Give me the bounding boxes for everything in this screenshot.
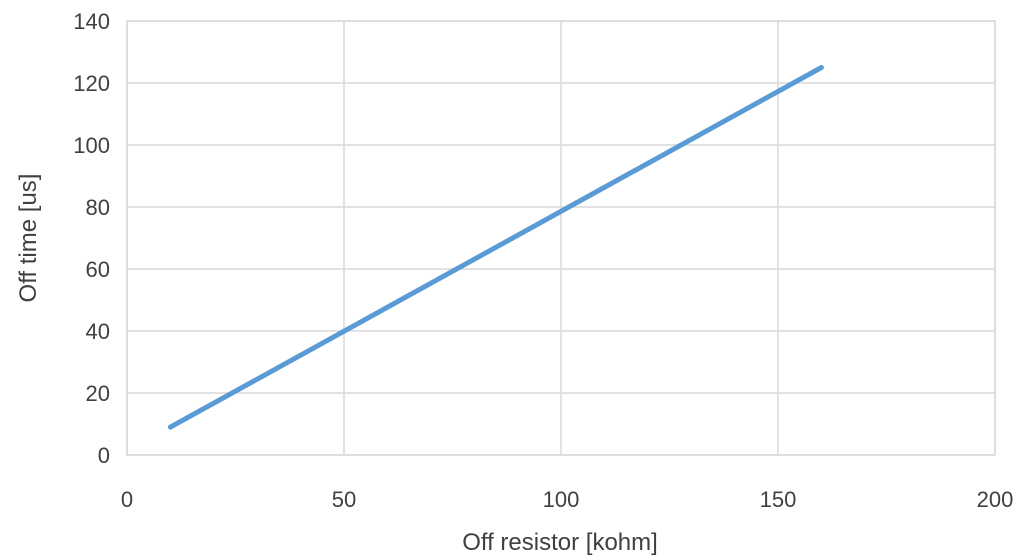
series-layer bbox=[167, 65, 824, 430]
x-tick-label-100: 100 bbox=[543, 487, 580, 512]
y-tick-label-120: 120 bbox=[73, 71, 110, 96]
y-tick-label-0: 0 bbox=[98, 443, 110, 468]
y-tick-label-60: 60 bbox=[86, 257, 110, 282]
grid-layer bbox=[126, 20, 996, 456]
y-tick-label-40: 40 bbox=[86, 319, 110, 344]
y-axis-title: Off time [us] bbox=[15, 174, 42, 303]
x-tick-label-150: 150 bbox=[760, 487, 797, 512]
x-tick-label-200: 200 bbox=[977, 487, 1014, 512]
y-tick-label-100: 100 bbox=[73, 133, 110, 158]
y-tick-label-140: 140 bbox=[73, 9, 110, 34]
series-line-0 bbox=[167, 65, 824, 430]
y-tick-label-20: 20 bbox=[86, 381, 110, 406]
x-axis-title: Off resistor [kohm] bbox=[462, 529, 658, 556]
x-tick-label-50: 50 bbox=[332, 487, 356, 512]
x-tick-label-0: 0 bbox=[121, 487, 133, 512]
y-tick-label-80: 80 bbox=[86, 195, 110, 220]
tick-layer: 0 20 40 60 80 100 120 140 0 50 100 150 200 bbox=[73, 9, 1013, 512]
plot-area-border bbox=[126, 20, 996, 456]
